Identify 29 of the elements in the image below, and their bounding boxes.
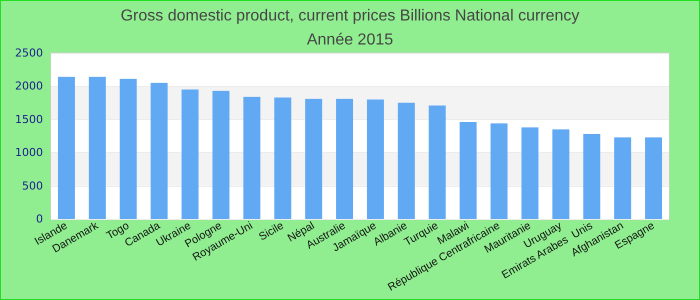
y-tick-label: 500 [22,179,43,192]
y-tick-label: 2500 [15,46,43,60]
y-tick-label: 1500 [15,112,43,126]
bar [336,98,354,219]
y-tick-label: 0 [36,212,43,226]
bar [88,76,106,219]
bar [305,98,322,219]
bar [645,137,662,219]
bar [150,82,168,219]
bar [182,90,199,219]
bar [398,102,415,219]
bar [366,99,384,219]
bar [274,97,292,219]
bar [212,90,230,219]
chart-title: Gross domestic product, current prices Billions National currency [120,8,580,24]
bar [614,137,632,219]
bar [428,105,446,219]
bar [460,122,477,219]
y-tick-label: 2000 [15,80,43,93]
bar [490,123,508,219]
bar [583,134,600,219]
bar [120,78,137,219]
bar [58,76,75,219]
bar [521,127,538,219]
x-tick-label: Sicile [257,220,286,244]
bar [243,96,260,219]
chart-subtitle: Année 2015 [306,32,394,48]
bar [552,129,570,219]
y-tick-label: 1000 [15,146,43,160]
